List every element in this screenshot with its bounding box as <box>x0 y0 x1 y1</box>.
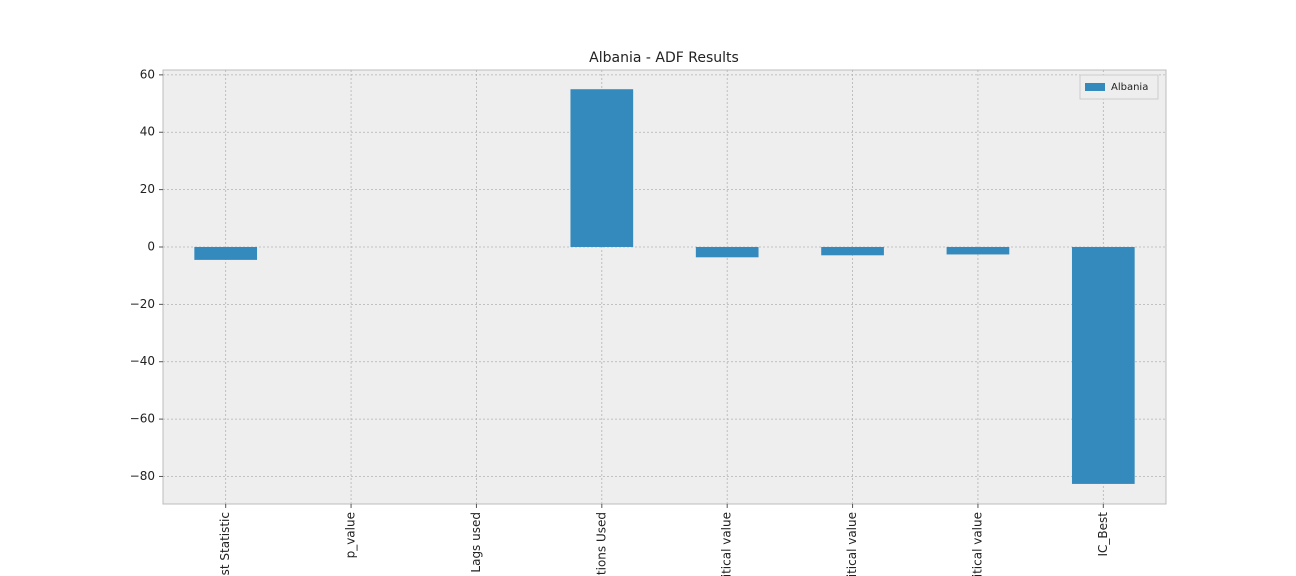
bar <box>570 89 634 247</box>
y-tick-label: 0 <box>147 239 155 253</box>
bar <box>695 246 759 258</box>
x-tick-label: ritical value <box>845 512 859 576</box>
y-tick-label: −80 <box>130 469 155 483</box>
y-tick-label: −40 <box>130 354 155 368</box>
chart-title: Albania - ADF Results <box>589 50 739 66</box>
x-tick-label: ations Used <box>594 512 608 576</box>
x-tick-label: ritical value <box>970 512 984 576</box>
bar <box>821 246 884 256</box>
y-tick-label: −60 <box>130 412 155 426</box>
plot-area <box>162 69 1167 505</box>
y-tick-label: 60 <box>140 67 155 81</box>
x-tick-label: Lags used <box>469 512 483 573</box>
y-tick-label: 20 <box>140 182 155 196</box>
bar <box>1071 246 1135 484</box>
bar <box>946 246 1010 255</box>
x-tick-label: est Statistic <box>218 512 232 576</box>
y-tick-label: 40 <box>140 125 155 139</box>
x-tick-label: ritical value <box>720 512 734 576</box>
bar <box>194 246 258 260</box>
legend-swatch <box>1085 83 1105 91</box>
x-tick-label: IC_Best <box>1096 512 1110 557</box>
legend-label: Albania <box>1111 82 1148 93</box>
x-tick-label: p_value <box>344 512 358 558</box>
y-tick-label: −20 <box>130 297 155 311</box>
